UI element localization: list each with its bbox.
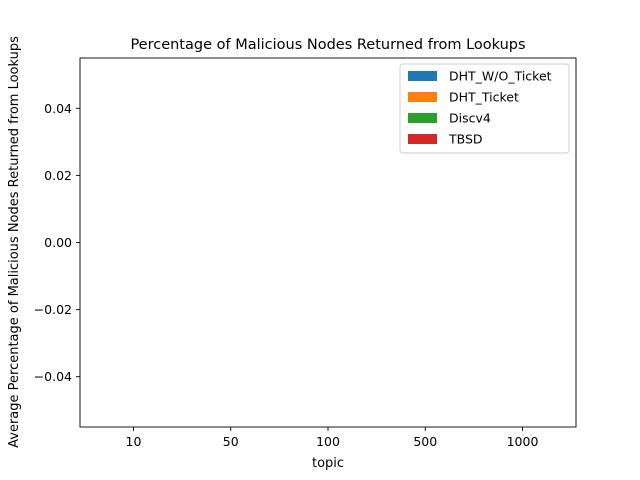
y-tick-label: −0.02 bbox=[34, 302, 72, 317]
x-tick-label: 10 bbox=[126, 434, 142, 449]
legend-label: Discv4 bbox=[449, 111, 491, 126]
legend-items: DHT_W/O_Ticket DHT_Ticket Discv4 TBSD bbox=[408, 69, 552, 147]
x-axis: 10 50 100 500 1000 bbox=[126, 427, 539, 449]
legend-label: DHT_Ticket bbox=[449, 90, 519, 105]
y-axis: −0.04 −0.02 0.00 0.02 0.04 bbox=[34, 101, 80, 384]
legend-label: DHT_W/O_Ticket bbox=[449, 69, 552, 84]
y-axis-label: Average Percentage of Malicious Nodes Re… bbox=[7, 36, 22, 448]
y-tick-label: −0.04 bbox=[34, 369, 72, 384]
x-tick-label: 1000 bbox=[507, 434, 539, 449]
chart-title: Percentage of Malicious Nodes Returned f… bbox=[130, 37, 525, 53]
y-tick-label: 0.02 bbox=[44, 168, 72, 183]
x-tick-label: 500 bbox=[413, 434, 437, 449]
x-tick-label: 100 bbox=[316, 434, 340, 449]
x-tick-label: 50 bbox=[223, 434, 239, 449]
legend-swatch bbox=[408, 92, 437, 102]
legend-swatch bbox=[408, 113, 437, 123]
y-tick-label: 0.04 bbox=[44, 101, 72, 116]
y-tick-label: 0.00 bbox=[44, 235, 72, 250]
x-axis-label: topic bbox=[312, 456, 344, 471]
legend-box bbox=[399, 63, 570, 154]
legend: DHT_W/O_Ticket DHT_Ticket Discv4 TBSD bbox=[399, 63, 570, 154]
legend-swatch bbox=[408, 71, 437, 81]
legend-swatch bbox=[408, 134, 437, 144]
legend-label: TBSD bbox=[448, 132, 483, 147]
